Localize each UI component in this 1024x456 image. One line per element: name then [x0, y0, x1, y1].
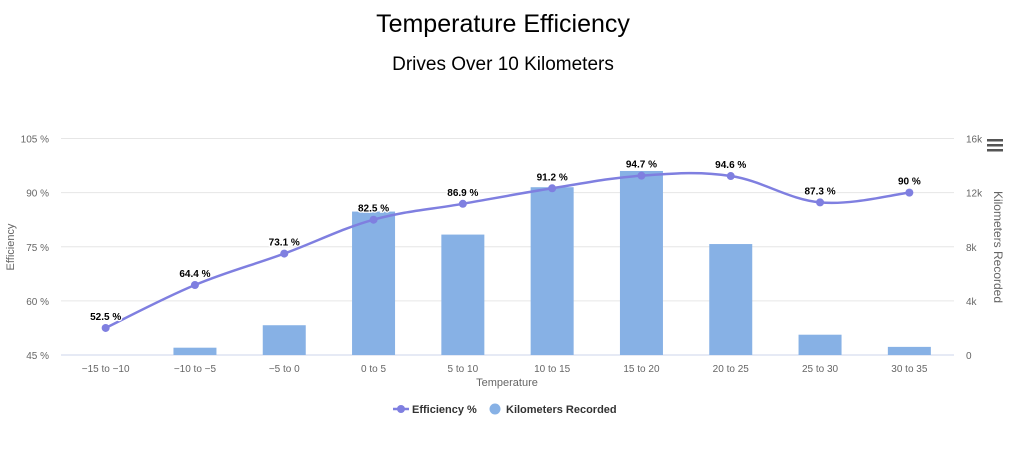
- efficiency-point: [548, 184, 557, 193]
- bar-kilometers: [530, 187, 574, 355]
- y-right-tick-label: 4k: [966, 297, 978, 308]
- bar-kilometers: [887, 346, 931, 355]
- x-tick-label: −5 to 0: [269, 364, 300, 375]
- bar-kilometers: [709, 244, 753, 355]
- y-axis-right-title: Kilometers Recorded: [991, 191, 1005, 303]
- efficiency-line: [105, 171, 910, 330]
- y-right-tick-label: 12k: [966, 189, 983, 200]
- efficiency-point: [637, 171, 646, 180]
- bar-kilometers: [173, 347, 217, 355]
- x-tick-label: 0 to 5: [361, 364, 386, 375]
- y-left-tick-label: 75 %: [26, 243, 49, 254]
- y-left-tick-label: 105 %: [21, 135, 49, 146]
- x-axis-title: Temperature: [476, 377, 538, 389]
- legend-efficiency-marker-icon: [397, 405, 405, 413]
- efficiency-data-label: 90 %: [898, 177, 921, 188]
- legend-label-kilometers: Kilometers Recorded: [506, 404, 617, 416]
- efficiency-point: [101, 323, 110, 332]
- efficiency-point: [369, 215, 378, 224]
- efficiency-data-label: 94.6 %: [715, 160, 746, 171]
- x-tick-label: 10 to 15: [534, 364, 571, 375]
- efficiency-point: [905, 188, 914, 197]
- x-tick-label: 20 to 25: [713, 364, 750, 375]
- y-right-tick-label: 16k: [966, 135, 983, 146]
- chart-title: Temperature Efficiency: [376, 10, 630, 38]
- bar-kilometers: [352, 211, 396, 355]
- x-tick-label: 15 to 20: [623, 364, 660, 375]
- legend-label-efficiency: Efficiency %: [412, 404, 477, 416]
- legend-item-kilometers[interactable]: Kilometers Recorded: [489, 403, 617, 417]
- y-axis-left-title: Efficiency: [5, 223, 17, 270]
- efficiency-point: [816, 198, 825, 207]
- efficiency-data-label: 82.5 %: [358, 204, 389, 215]
- y-left-tick-label: 90 %: [26, 189, 49, 200]
- x-tick-label: −10 to −5: [174, 364, 217, 375]
- efficiency-point: [726, 172, 735, 181]
- efficiency-data-label: 73.1 %: [269, 238, 300, 249]
- hamburger-menu-icon[interactable]: [987, 138, 1003, 152]
- x-tick-label: 5 to 10: [448, 364, 479, 375]
- legend-item-efficiency[interactable]: Efficiency %: [393, 404, 477, 416]
- y-left-tick-label: 45 %: [26, 351, 49, 362]
- y-left-tick-label: 60 %: [26, 297, 49, 308]
- bar-kilometers: [619, 170, 663, 355]
- bar-kilometers: [262, 325, 306, 355]
- chart-subtitle: Drives Over 10 Kilometers: [392, 54, 614, 75]
- x-tick-label: 30 to 35: [891, 364, 928, 375]
- efficiency-data-label: 52.5 %: [90, 312, 121, 323]
- efficiency-point: [458, 199, 467, 208]
- efficiency-data-label: 86.9 %: [447, 188, 478, 199]
- y-right-tick-label: 8k: [966, 243, 978, 254]
- bar-kilometers: [798, 334, 842, 355]
- efficiency-data-label: 64.4 %: [179, 269, 210, 280]
- y-right-tick-label: 0: [966, 351, 972, 362]
- legend: Efficiency % Kilometers Recorded: [393, 403, 617, 417]
- x-tick-label: −15 to −10: [82, 364, 130, 375]
- bar-kilometers: [441, 234, 485, 355]
- efficiency-point: [190, 280, 199, 289]
- efficiency-data-label: 87.3 %: [804, 186, 835, 197]
- x-tick-label: 25 to 30: [802, 364, 839, 375]
- efficiency-data-label: 91.2 %: [537, 172, 568, 183]
- efficiency-data-label: 94.7 %: [626, 160, 657, 171]
- legend-kilometers-marker-icon: [489, 403, 501, 415]
- efficiency-point: [280, 249, 289, 258]
